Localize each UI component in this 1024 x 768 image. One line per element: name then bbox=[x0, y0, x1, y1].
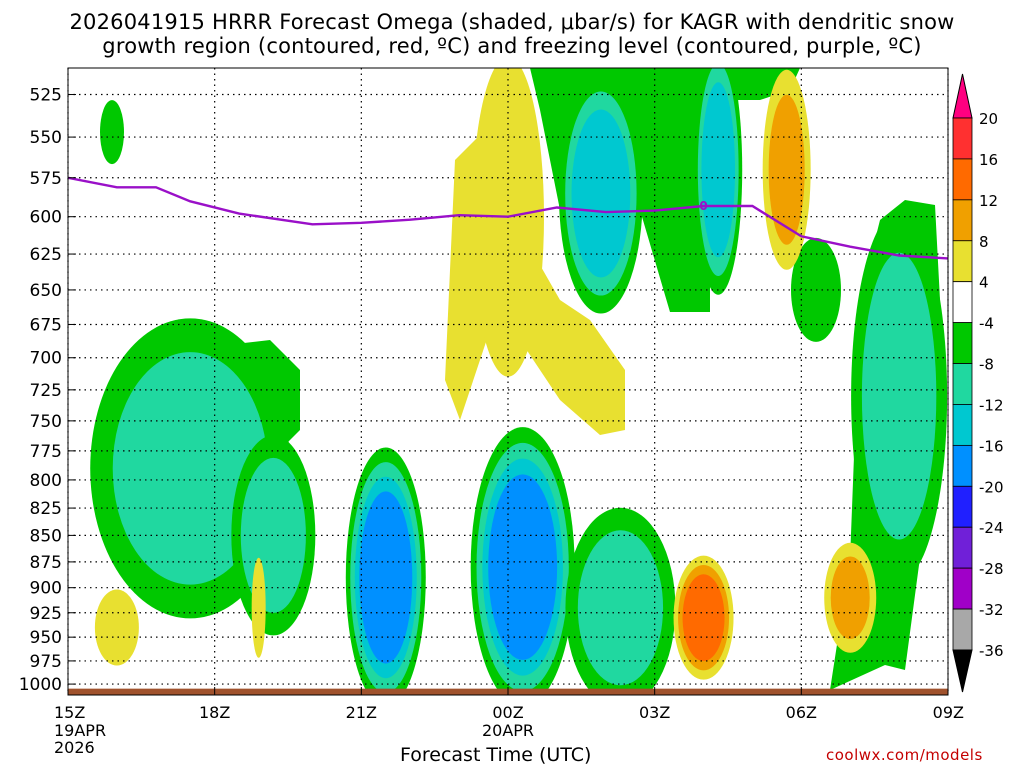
x-tick-label-15Z: 15Z bbox=[54, 703, 85, 722]
colorbar-segment-7 bbox=[952, 363, 973, 405]
omega-region-16-level-1 bbox=[251, 557, 266, 658]
omega-region-15-level-1 bbox=[94, 589, 139, 666]
colorbar-segment-6 bbox=[952, 322, 973, 364]
colorbar-segment-11 bbox=[952, 526, 973, 569]
y-tick-label-750: 750 bbox=[30, 412, 62, 432]
y-tick-label-925: 925 bbox=[30, 604, 62, 624]
colorbar-segment-2 bbox=[952, 158, 973, 201]
colorbar-label-4: 4 bbox=[979, 274, 989, 292]
colorbar-label--16: -16 bbox=[979, 437, 1004, 455]
y-tick-label-550: 550 bbox=[30, 128, 62, 148]
x-tick-label-00Z: 00Z bbox=[492, 703, 523, 722]
y-tick-label-825: 825 bbox=[30, 499, 62, 519]
y-tick-label-525: 525 bbox=[30, 86, 62, 106]
omega-region-9-level-2 bbox=[861, 252, 937, 540]
colorbar-label-12: 12 bbox=[979, 192, 998, 210]
x-tick-sublabel-20APR: 20APR bbox=[482, 721, 534, 740]
site-credit[interactable]: coolwx.com/models bbox=[826, 746, 983, 764]
omega-region-4-level-4 bbox=[359, 491, 413, 664]
y-tick-label-975: 975 bbox=[30, 652, 62, 672]
colorbar-label--12: -12 bbox=[979, 396, 1004, 414]
y-tick-label-700: 700 bbox=[30, 349, 62, 369]
omega-region-12-level-3 bbox=[682, 574, 725, 662]
freezing-level-line bbox=[68, 176, 948, 260]
freezing-level-label: 0 bbox=[699, 199, 707, 213]
omega-region-2-level-2 bbox=[112, 352, 268, 585]
colorbar-label--32: -32 bbox=[979, 601, 1004, 619]
x-tick-sublabel-2026: 2026 bbox=[54, 738, 95, 757]
colorbar-label-8: 8 bbox=[979, 233, 989, 251]
chart-title-line-1: 2026041915 HRRR Forecast Omega (shaded, … bbox=[69, 10, 955, 34]
colorbar-segment-13 bbox=[952, 608, 973, 651]
y-tick-label-1000: 1000 bbox=[19, 675, 62, 695]
colorbar-segment-1 bbox=[952, 117, 973, 160]
omega-region-7-level-3 bbox=[571, 109, 631, 278]
x-tick-label-09Z: 09Z bbox=[933, 703, 964, 722]
omega-region-1-level-1 bbox=[100, 100, 124, 165]
omega-region-5-level-4 bbox=[488, 474, 558, 660]
colorbar-label-20: 20 bbox=[979, 110, 998, 128]
y-tick-label-800: 800 bbox=[30, 471, 62, 491]
x-axis-title: Forecast Time (UTC) bbox=[400, 744, 592, 766]
colorbar-label--20: -20 bbox=[979, 478, 1004, 496]
y-tick-label-650: 650 bbox=[30, 281, 62, 301]
y-tick-label-675: 675 bbox=[30, 315, 62, 335]
colorbar-label--24: -24 bbox=[979, 519, 1004, 537]
colorbar-segment-4 bbox=[952, 240, 973, 283]
omega-region-13-level-2 bbox=[768, 94, 805, 245]
y-tick-label-900: 900 bbox=[30, 579, 62, 599]
omega-region-8-level-3 bbox=[701, 82, 736, 258]
colorbar-top-arrow bbox=[952, 73, 973, 119]
y-tick-label-725: 725 bbox=[30, 381, 62, 401]
y-tick-label-625: 625 bbox=[30, 245, 62, 265]
omega-region-14-level-2 bbox=[830, 556, 870, 640]
x-tick-sublabel-19APR: 19APR bbox=[54, 721, 106, 740]
y-tick-label-950: 950 bbox=[30, 628, 62, 648]
x-tick-label-21Z: 21Z bbox=[346, 703, 377, 722]
omega-region-6-level-2 bbox=[577, 530, 664, 686]
y-tick-label-775: 775 bbox=[30, 442, 62, 462]
chart-title-line-2: growth region (contoured, red, ºC) and f… bbox=[102, 34, 922, 58]
y-tick-label-850: 850 bbox=[30, 526, 62, 546]
y-tick-label-600: 600 bbox=[30, 208, 62, 228]
colorbar-segment-3 bbox=[952, 199, 973, 242]
colorbar-segment-5 bbox=[952, 281, 973, 324]
colorbar-segment-8 bbox=[952, 404, 973, 446]
colorbar-bottom-arrow bbox=[952, 649, 973, 693]
colorbar-segment-9 bbox=[952, 444, 973, 487]
y-tick-label-575: 575 bbox=[30, 169, 62, 189]
colorbar-label-16: 16 bbox=[979, 151, 998, 169]
colorbar-label--4: -4 bbox=[979, 315, 994, 333]
colorbar-label--36: -36 bbox=[979, 642, 1004, 660]
colorbar-segment-12 bbox=[952, 567, 973, 610]
y-tick-label-875: 875 bbox=[30, 553, 62, 573]
x-tick-label-03Z: 03Z bbox=[639, 703, 670, 722]
colorbar-label--28: -28 bbox=[979, 560, 1004, 578]
colorbar-label--8: -8 bbox=[979, 356, 994, 374]
colorbar-segment-10 bbox=[952, 485, 973, 528]
x-tick-label-06Z: 06Z bbox=[786, 703, 817, 722]
x-tick-label-18Z: 18Z bbox=[199, 703, 230, 722]
